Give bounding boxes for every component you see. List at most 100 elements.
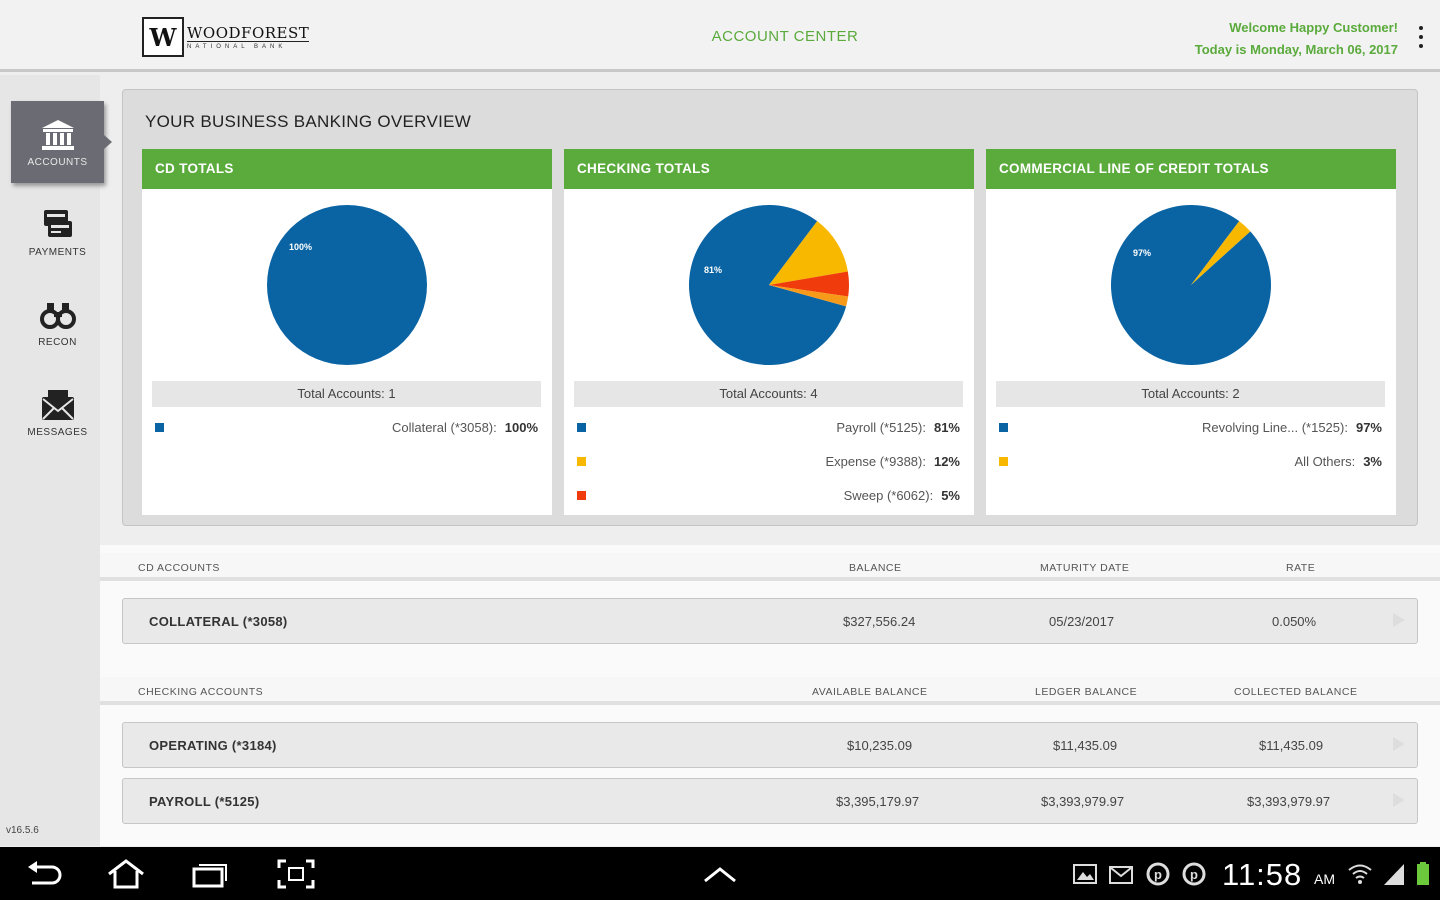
pinterest-notification-icon: p xyxy=(1182,862,1206,886)
pinterest-notification-icon: p xyxy=(1146,862,1170,886)
legend-label: All Others: xyxy=(1294,453,1356,469)
legend-percent: 12% xyxy=(933,453,960,469)
svg-text:p: p xyxy=(1154,867,1162,882)
recent-apps-icon xyxy=(192,864,227,888)
legend-item: Collateral (*3058): 100% xyxy=(155,417,538,437)
collected-balance: $11,435.09 xyxy=(1259,738,1324,753)
row-arrow-icon xyxy=(1392,792,1405,808)
gallery-notification-icon xyxy=(1073,864,1097,884)
welcome-message: Welcome Happy Customer! xyxy=(1229,20,1398,35)
column-header: RATE xyxy=(1286,562,1316,574)
legend-swatch xyxy=(999,422,1008,432)
pie-slice xyxy=(769,285,849,307)
legend-item: Payroll (*5125): 81% xyxy=(577,417,960,437)
pie-slice xyxy=(1191,221,1251,285)
overflow-menu-icon[interactable] xyxy=(1416,26,1426,48)
clock-time: 11:58 xyxy=(1222,857,1303,892)
page-title: ACCOUNT CENTER xyxy=(711,28,859,45)
svg-text:p: p xyxy=(1190,867,1198,882)
legend-label: Collateral (*3058): xyxy=(391,419,497,435)
chevron-up-icon xyxy=(704,867,736,883)
woodforest-logo: W WOODFOREST NATIONAL BANK xyxy=(142,16,312,58)
ledger-balance: $11,435.09 xyxy=(1053,738,1118,753)
overview-panel: YOUR BUSINESS BANKING OVERVIEW CD TOTALS… xyxy=(122,89,1418,526)
logo-subtitle: NATIONAL BANK xyxy=(187,43,287,50)
overview-title: YOUR BUSINESS BANKING OVERVIEW xyxy=(145,112,472,131)
legend-percent: 97% xyxy=(1355,419,1382,435)
legend-swatch xyxy=(577,456,586,466)
column-header: COLLECTED BALANCE xyxy=(1234,686,1358,698)
credit-totals-card[interactable]: COMMERCIAL LINE OF CREDIT TOTALS 97% Tot… xyxy=(986,149,1396,515)
app-version: v16.5.6 xyxy=(6,825,39,836)
legend-swatch xyxy=(155,422,164,432)
logo-mark-icon: W xyxy=(142,17,184,57)
legend-label: Revolving Line... (*1525): xyxy=(1201,419,1348,435)
bank-icon xyxy=(41,119,74,150)
legend-label: Payroll (*5125): xyxy=(836,419,926,435)
ledger-balance: $3,393,979.97 xyxy=(1041,794,1125,809)
binoculars-icon xyxy=(39,302,76,329)
section-title: CHECKING ACCOUNTS xyxy=(138,686,264,698)
checking-totals-card[interactable]: CHECKING TOTALS 81% Total Accounts: 4 Pa… xyxy=(564,149,974,515)
row-arrow-icon xyxy=(1392,736,1405,752)
legend-percent: 5% xyxy=(941,487,960,503)
pie-chart xyxy=(1111,205,1271,365)
legend-item: Expense (*9388): 12% xyxy=(577,451,960,471)
account-row[interactable]: PAYROLL (*5125) $3,395,179.97 $3,393,979… xyxy=(122,778,1418,824)
home-icon xyxy=(108,859,144,889)
legend-percent: 3% xyxy=(1363,453,1382,469)
app-drawer-button[interactable] xyxy=(700,859,740,889)
system-navigation-bar: p p 11:58 AM xyxy=(0,847,1440,900)
total-accounts: Total Accounts: 1 xyxy=(152,381,541,407)
screenshot-button[interactable] xyxy=(276,859,316,889)
legend-item: Revolving Line... (*1525): 97% xyxy=(999,417,1382,437)
card-title: COMMERCIAL LINE OF CREDIT TOTALS xyxy=(986,149,1396,189)
maturity-date: 05/23/2017 xyxy=(1049,614,1115,629)
card-title: CHECKING TOTALS xyxy=(564,149,974,189)
pie-slice-label: 100% xyxy=(289,242,313,252)
sidebar-item-payments[interactable]: PAYMENTS xyxy=(11,191,104,273)
payments-icon xyxy=(43,209,72,237)
sidebar-item-label: RECON xyxy=(38,336,77,348)
total-accounts: Total Accounts: 4 xyxy=(574,381,963,407)
account-balance: $327,556.24 xyxy=(843,614,916,629)
sidebar-item-accounts[interactable]: ACCOUNTS xyxy=(11,101,112,183)
legend-label: Sweep (*6062): xyxy=(843,487,934,503)
legend-swatch xyxy=(577,422,586,432)
legend-item: All Others: 3% xyxy=(999,451,1382,471)
legend-swatch xyxy=(999,456,1008,466)
sidebar-item-label: PAYMENTS xyxy=(28,246,87,258)
welcome-block: Welcome Happy Customer! Today is Monday,… xyxy=(1195,17,1398,61)
wifi-icon xyxy=(1348,864,1372,884)
account-row[interactable]: OPERATING (*3184) $10,235.09 $11,435.09 … xyxy=(122,722,1418,768)
collected-balance: $3,393,979.97 xyxy=(1247,794,1331,809)
available-balance: $10,235.09 xyxy=(847,738,913,753)
column-header: MATURITY DATE xyxy=(1040,562,1130,574)
sidebar-item-label: MESSAGES xyxy=(27,426,88,438)
legend-percent: 81% xyxy=(933,419,960,435)
available-balance: $3,395,179.97 xyxy=(836,794,920,809)
account-name: OPERATING (*3184) xyxy=(149,738,277,753)
pie-slice xyxy=(769,221,848,285)
pie-chart xyxy=(689,205,849,365)
back-icon xyxy=(28,861,62,885)
home-button[interactable] xyxy=(106,859,146,889)
sidebar-item-recon[interactable]: RECON xyxy=(11,281,104,363)
sidebar-item-label: ACCOUNTS xyxy=(27,156,88,168)
current-date: Today is Monday, March 06, 2017 xyxy=(1194,42,1398,57)
legend-item: Sweep (*6062): 5% xyxy=(577,485,960,505)
interest-rate: 0.050% xyxy=(1272,614,1317,629)
recent-apps-button[interactable] xyxy=(190,859,230,889)
legend-percent: 100% xyxy=(504,419,538,435)
cd-totals-card[interactable]: CD TOTALS 100% Total Accounts: 1 Collate… xyxy=(142,149,552,515)
sidebar-item-messages[interactable]: MESSAGES xyxy=(11,371,104,453)
app-header: W WOODFOREST NATIONAL BANK ACCOUNT CENTE… xyxy=(0,0,1440,72)
sidebar: ACCOUNTS PAYMENTS RECON MESSAGES xyxy=(0,75,112,846)
pie-slice xyxy=(689,205,847,365)
account-row[interactable]: COLLATERAL (*3058) $327,556.24 05/23/201… xyxy=(122,598,1418,644)
total-accounts: Total Accounts: 2 xyxy=(996,381,1385,407)
pie-chart xyxy=(267,205,427,365)
pie-slice xyxy=(769,271,849,297)
section-title: CD ACCOUNTS xyxy=(138,562,220,574)
back-button[interactable] xyxy=(24,859,64,889)
